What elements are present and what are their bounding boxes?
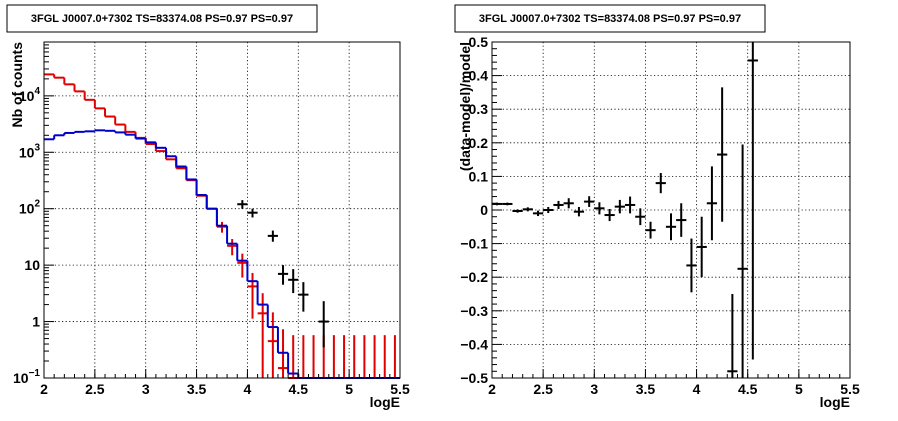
left-title-box [6,4,318,33]
right-x-tick-label: 2 [488,381,496,397]
right-y-tick-label: 0.4 [469,68,489,84]
right-panel: 3FGL J0007.0+7302 TS=83374.08 PS=0.97 PS… [454,4,860,410]
left-y-axis-title: Nb of counts [9,42,25,128]
left-data-points [237,200,329,348]
right-y-tick-label: 0 [480,202,488,218]
left-title: 3FGL J0007.0+7302 TS=83374.08 PS=0.97 PS… [31,13,293,25]
right-x-tick-label: 4 [693,381,701,397]
right-y-tick-label: −0.1 [460,236,488,252]
right-x-tick-label: 4.5 [738,381,758,397]
right-x-tick-label: 3 [590,381,598,397]
left-plot-frame [43,41,401,379]
left-x-tick-label: 3 [142,381,150,397]
left-axis-ticks: 2 2.5 3 3.5 4 4.5 5 5.5 10−1 1 10 102 103 104 [13,41,410,397]
left-y-tick-label: 104 [19,86,41,104]
right-series [492,42,758,378]
left-y-tick-label: 102 [19,199,41,217]
right-y-tick-label: −0.3 [460,303,488,319]
left-x-tick-label: 4.5 [289,381,309,397]
left-x-tick-label: 4 [244,381,252,397]
right-y-axis-title: (data-model)/model [457,42,473,171]
right-x-tick-label: 3.5 [636,381,656,397]
right-title-box [454,4,766,33]
right-y-tick-label: 0.2 [469,135,489,151]
right-y-tick-label: 0.3 [469,101,489,117]
left-y-tick-label: 103 [19,142,41,160]
right-y-tick-label: −0.2 [460,269,488,285]
right-y-tick-label: 0.1 [469,168,489,184]
right-y-tick-label: 0.5 [469,34,489,50]
right-x-tick-label: 2.5 [533,381,553,397]
left-x-tick-label: 5.5 [390,381,410,397]
left-y-tick-label: 1 [32,314,40,330]
left-x-axis-title: logE [370,394,400,410]
right-axis-ticks: 2 2.5 3 3.5 4 4.5 5 5.5 −0.5 −0.4 −0.3 −0.2 −0.1 0 0.1… [460,34,860,397]
left-x-tick-label: 2.5 [85,381,105,397]
right-y-tick-label: −0.4 [460,336,488,352]
left-y-tick-label: 10−1 [13,368,40,386]
residual-series [492,42,758,378]
right-x-tick-label: 5.5 [840,381,860,397]
right-title: 3FGL J0007.0+7302 TS=83374.08 PS=0.97 PS… [479,13,741,25]
right-x-axis-title: logE [820,394,850,410]
right-x-tick-label: 5 [795,381,803,397]
left-x-tick-label: 2 [40,381,48,397]
left-y-tick-label: 10 [24,257,40,273]
left-x-tick-label: 3.5 [187,381,207,397]
left-panel: 3FGL J0007.0+7302 TS=83374.08 PS=0.97 PS… [6,4,410,410]
left-x-tick-label: 5 [345,381,353,397]
right-y-tick-label: −0.5 [460,370,488,386]
